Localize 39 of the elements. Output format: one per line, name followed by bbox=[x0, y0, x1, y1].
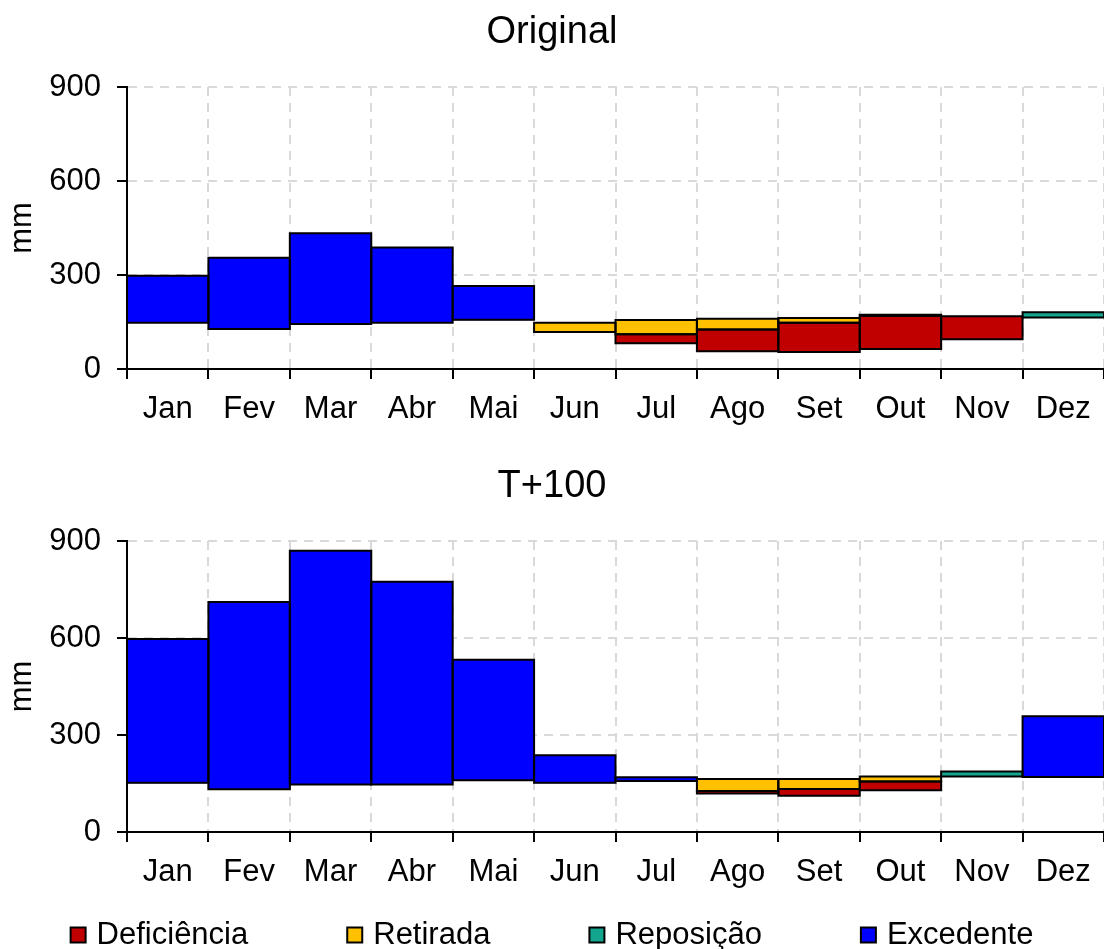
x-tick-label: Fev bbox=[223, 853, 276, 889]
x-tick-label: Out bbox=[875, 390, 926, 426]
x-tick-label: Jan bbox=[142, 853, 193, 889]
x-tick-label: Abr bbox=[387, 390, 437, 426]
y-tick-label: 600 bbox=[49, 618, 101, 654]
x-tick-label: Jun bbox=[549, 390, 600, 426]
x-tick-label: Nov bbox=[954, 390, 1010, 426]
chart-title: Original bbox=[486, 9, 618, 52]
y-tick-label: 0 bbox=[83, 812, 101, 848]
y-tick-label: 300 bbox=[49, 715, 101, 751]
chart-title: T+100 bbox=[497, 463, 607, 506]
legend-label: Excedente bbox=[886, 915, 1034, 949]
x-tick-label: Abr bbox=[387, 853, 437, 889]
y-tick-label: 900 bbox=[49, 521, 101, 557]
x-tick-label: Mai bbox=[468, 390, 519, 426]
y-axis-title: mm bbox=[3, 202, 39, 254]
x-tick-label: Set bbox=[795, 390, 843, 426]
x-tick-label: Jun bbox=[549, 853, 600, 889]
x-tick-label: Mar bbox=[303, 853, 358, 889]
x-tick-label: Mar bbox=[303, 390, 358, 426]
x-tick-label: Mai bbox=[468, 853, 519, 889]
x-tick-label: Set bbox=[795, 853, 843, 889]
y-tick-label: 900 bbox=[49, 67, 101, 103]
x-tick-label: Fev bbox=[223, 390, 276, 426]
x-tick-label: Out bbox=[875, 853, 926, 889]
x-tick-label: Ago bbox=[710, 853, 766, 889]
y-tick-label: 0 bbox=[83, 349, 101, 385]
x-tick-label: Dez bbox=[1035, 390, 1091, 426]
y-tick-label: 600 bbox=[49, 161, 101, 197]
y-axis-title: mm bbox=[3, 660, 39, 713]
x-tick-label: Ago bbox=[710, 390, 766, 426]
x-tick-label: Nov bbox=[954, 853, 1010, 889]
x-tick-label: Jan bbox=[142, 390, 193, 426]
y-tick-label: 300 bbox=[49, 255, 101, 291]
legend-label: Retirada bbox=[373, 915, 492, 949]
x-tick-label: Jul bbox=[636, 390, 677, 426]
x-tick-label: Dez bbox=[1035, 853, 1091, 889]
legend-label: Deficiência bbox=[96, 915, 249, 949]
x-tick-label: Jul bbox=[636, 853, 677, 889]
